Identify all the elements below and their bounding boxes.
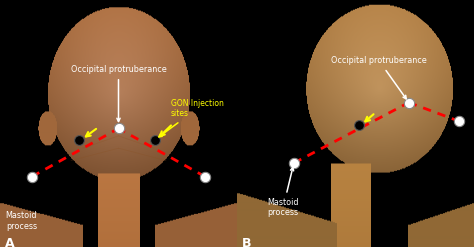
Text: Mastoid
process: Mastoid process xyxy=(6,211,37,231)
Point xyxy=(405,101,412,104)
Text: GON Injection
sites: GON Injection sites xyxy=(159,99,224,137)
Text: Occipital protruberance: Occipital protruberance xyxy=(71,65,166,122)
Text: B: B xyxy=(242,237,251,247)
Point xyxy=(290,161,298,165)
Text: Occipital protruberance: Occipital protruberance xyxy=(331,57,427,99)
Point xyxy=(201,175,209,179)
Point xyxy=(152,138,159,142)
Text: Mastoid
process: Mastoid process xyxy=(267,167,299,217)
Point xyxy=(455,119,463,123)
Point xyxy=(76,138,83,142)
Point xyxy=(28,175,36,179)
Text: A: A xyxy=(5,237,14,247)
Point xyxy=(356,123,363,127)
Point xyxy=(115,126,122,130)
